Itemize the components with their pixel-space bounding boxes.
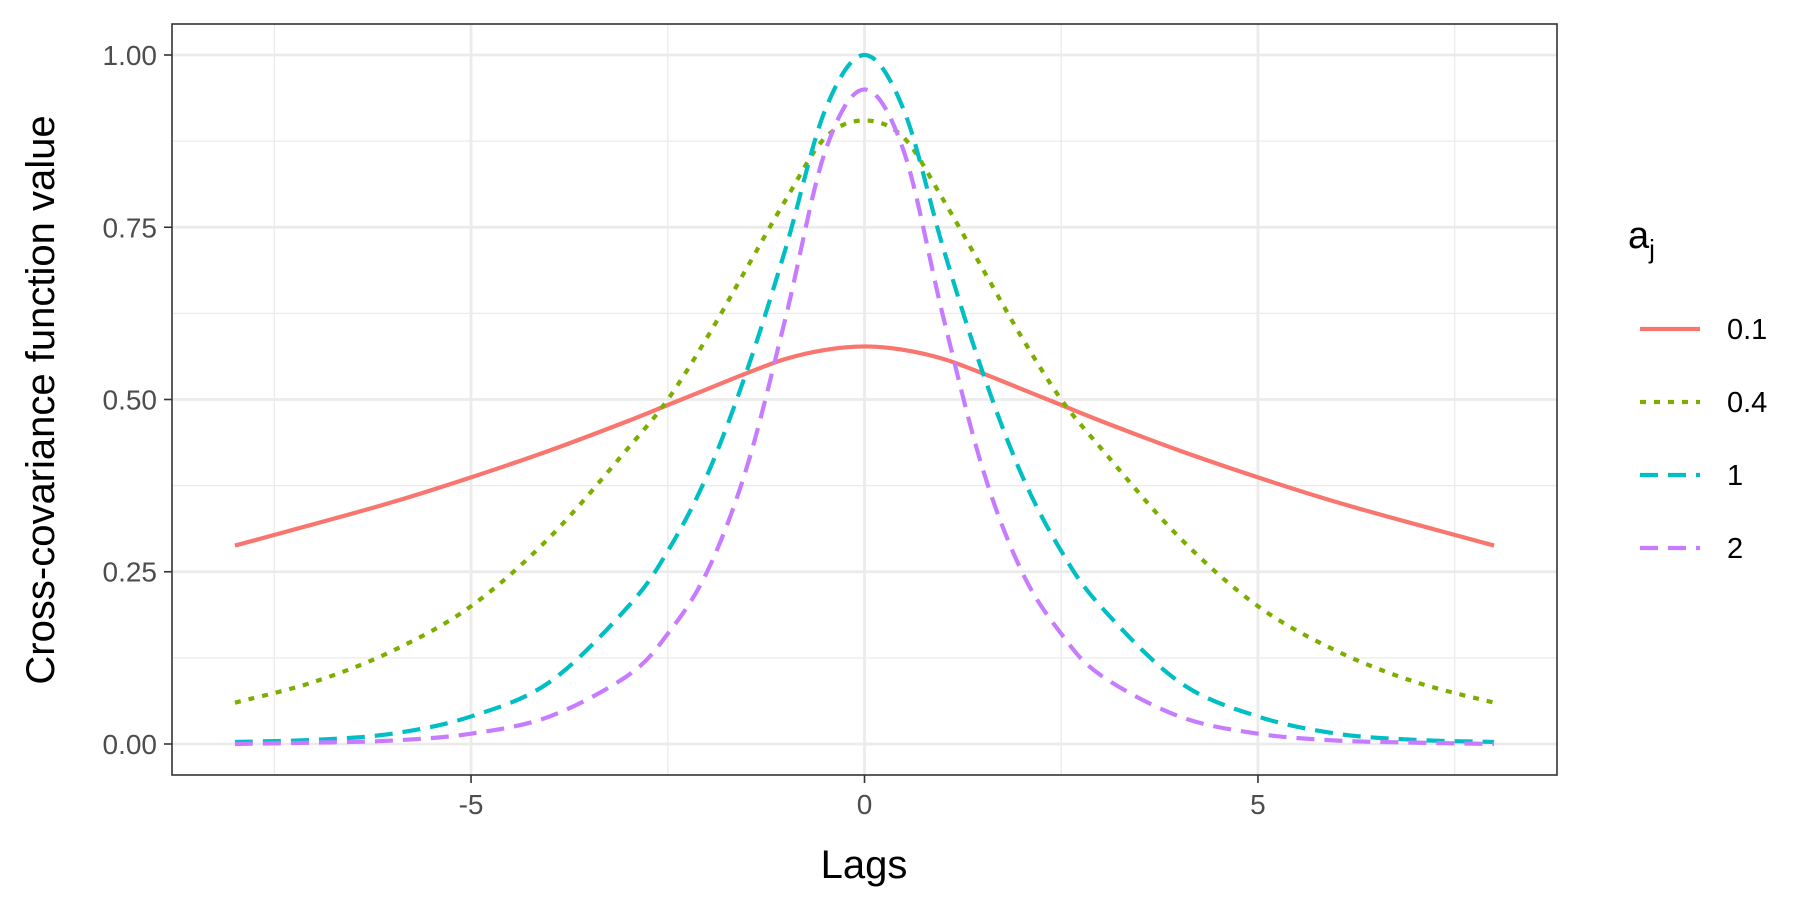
legend-label-1: 1 bbox=[1727, 460, 1743, 492]
y-tick-label-0: 0.00 bbox=[103, 729, 158, 760]
series-lines bbox=[234, 52, 1495, 747]
y-tick-label-3: 0.75 bbox=[103, 212, 158, 243]
legend-title: aj bbox=[1628, 215, 1655, 264]
x-tick-label-0: -5 bbox=[459, 789, 484, 820]
legend-label-2: 2 bbox=[1727, 533, 1743, 565]
x-axis-title: Lags bbox=[821, 843, 908, 887]
series-line-1 bbox=[234, 52, 1495, 745]
legend-label-0-4: 0.4 bbox=[1727, 387, 1767, 419]
y-axis: 0.00 0.25 0.50 0.75 1.00 bbox=[103, 40, 172, 760]
x-axis: -5 0 5 bbox=[459, 775, 1266, 820]
y-tick-label-2: 0.50 bbox=[103, 385, 158, 416]
legend-title-subscript: j bbox=[1648, 234, 1655, 264]
legend-label-0-1: 0.1 bbox=[1727, 314, 1767, 346]
y-tick-label-4: 1.00 bbox=[103, 40, 158, 71]
legend-items: 0.1 0.4 1 2 bbox=[1640, 314, 1767, 565]
x-tick-label-1: 0 bbox=[857, 789, 873, 820]
legend: aj 0.1 0.4 1 2 bbox=[1628, 215, 1767, 565]
series-line-0-1 bbox=[234, 344, 1495, 548]
major-gridlines bbox=[172, 24, 1557, 775]
series-line-2 bbox=[234, 87, 1495, 747]
y-tick-label-1: 0.25 bbox=[103, 557, 158, 588]
y-axis-title: Cross-covariance function value bbox=[19, 115, 63, 684]
legend-title-main: a bbox=[1628, 215, 1650, 257]
x-tick-label-2: 5 bbox=[1250, 789, 1266, 820]
